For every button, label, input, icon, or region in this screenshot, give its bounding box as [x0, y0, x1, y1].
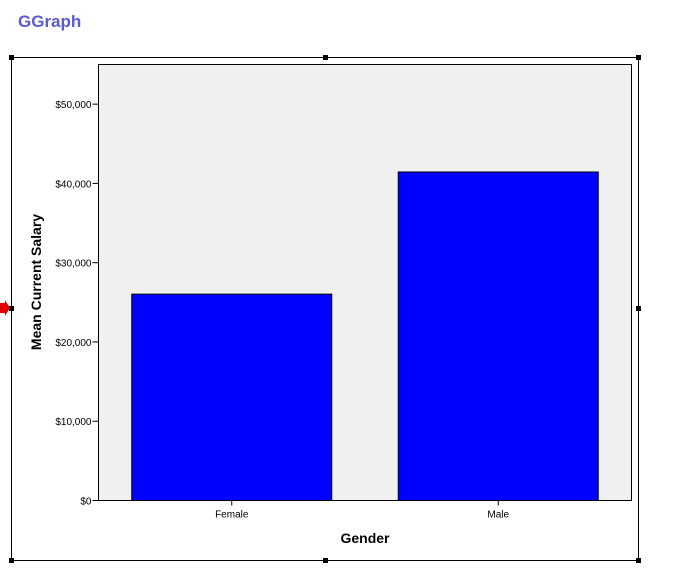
resize-handle-bottom-right[interactable]: [636, 558, 641, 563]
bar-male: [397, 171, 599, 501]
y-axis-title: Mean Current Salary: [28, 214, 44, 350]
x-tick-label: Male: [487, 510, 509, 521]
y-tick-label: $40,000: [55, 179, 92, 190]
resize-handle-bottom-left[interactable]: [9, 558, 14, 563]
resize-handle-middle-left[interactable]: [9, 306, 14, 311]
x-axis-title: Gender: [340, 530, 390, 546]
y-tick-label: $0: [80, 497, 92, 508]
x-axis: Female Male: [215, 500, 510, 521]
resize-handle-bottom-middle[interactable]: [323, 558, 328, 563]
resize-handle-middle-right[interactable]: [636, 306, 641, 311]
x-tick-label: Female: [215, 510, 249, 521]
red-arrow-marker-icon: [0, 300, 10, 316]
bar-female: [131, 293, 333, 502]
page-title: GGraph: [18, 12, 82, 31]
y-tick-label: $50,000: [55, 100, 92, 111]
y-tick-label: $30,000: [55, 259, 92, 270]
y-axis: $0 $10,000 $20,000 $30,000 $40,000 $50,000: [55, 100, 99, 508]
resize-handle-top-right[interactable]: [636, 55, 641, 60]
resize-handles[interactable]: [9, 55, 641, 563]
y-tick-label: $10,000: [55, 417, 92, 428]
resize-handle-top-left[interactable]: [9, 55, 14, 60]
y-tick-label: $20,000: [55, 338, 92, 349]
bars: [131, 171, 599, 502]
resize-handle-top-middle[interactable]: [323, 55, 328, 60]
